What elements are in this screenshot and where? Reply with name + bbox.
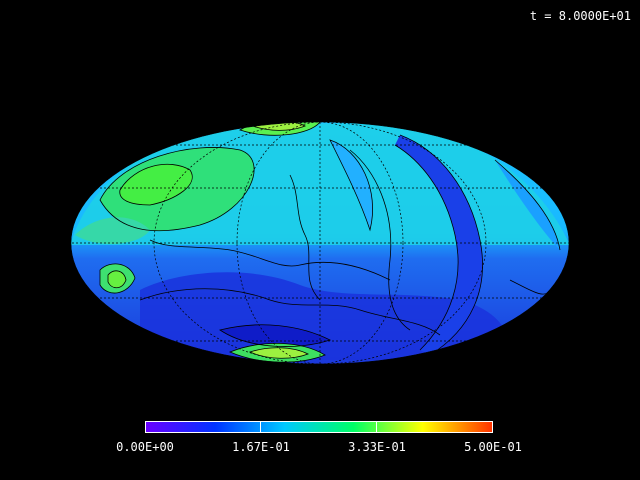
colorbar-label-1: 1.67E-01 — [232, 440, 290, 454]
time-label: t = 8.0000E+01 — [529, 9, 631, 23]
colorbar-label-2: 3.33E-01 — [348, 440, 406, 454]
colorbar-label-max: 5.00E-01 — [464, 440, 522, 454]
colorbar-label-min: 0.00E+00 — [116, 440, 174, 454]
globe-outline — [70, 121, 570, 365]
contour-lines — [99, 122, 561, 363]
colorbar-tick — [260, 421, 261, 433]
colorbar-tick — [376, 421, 377, 433]
colorbar — [145, 421, 493, 433]
